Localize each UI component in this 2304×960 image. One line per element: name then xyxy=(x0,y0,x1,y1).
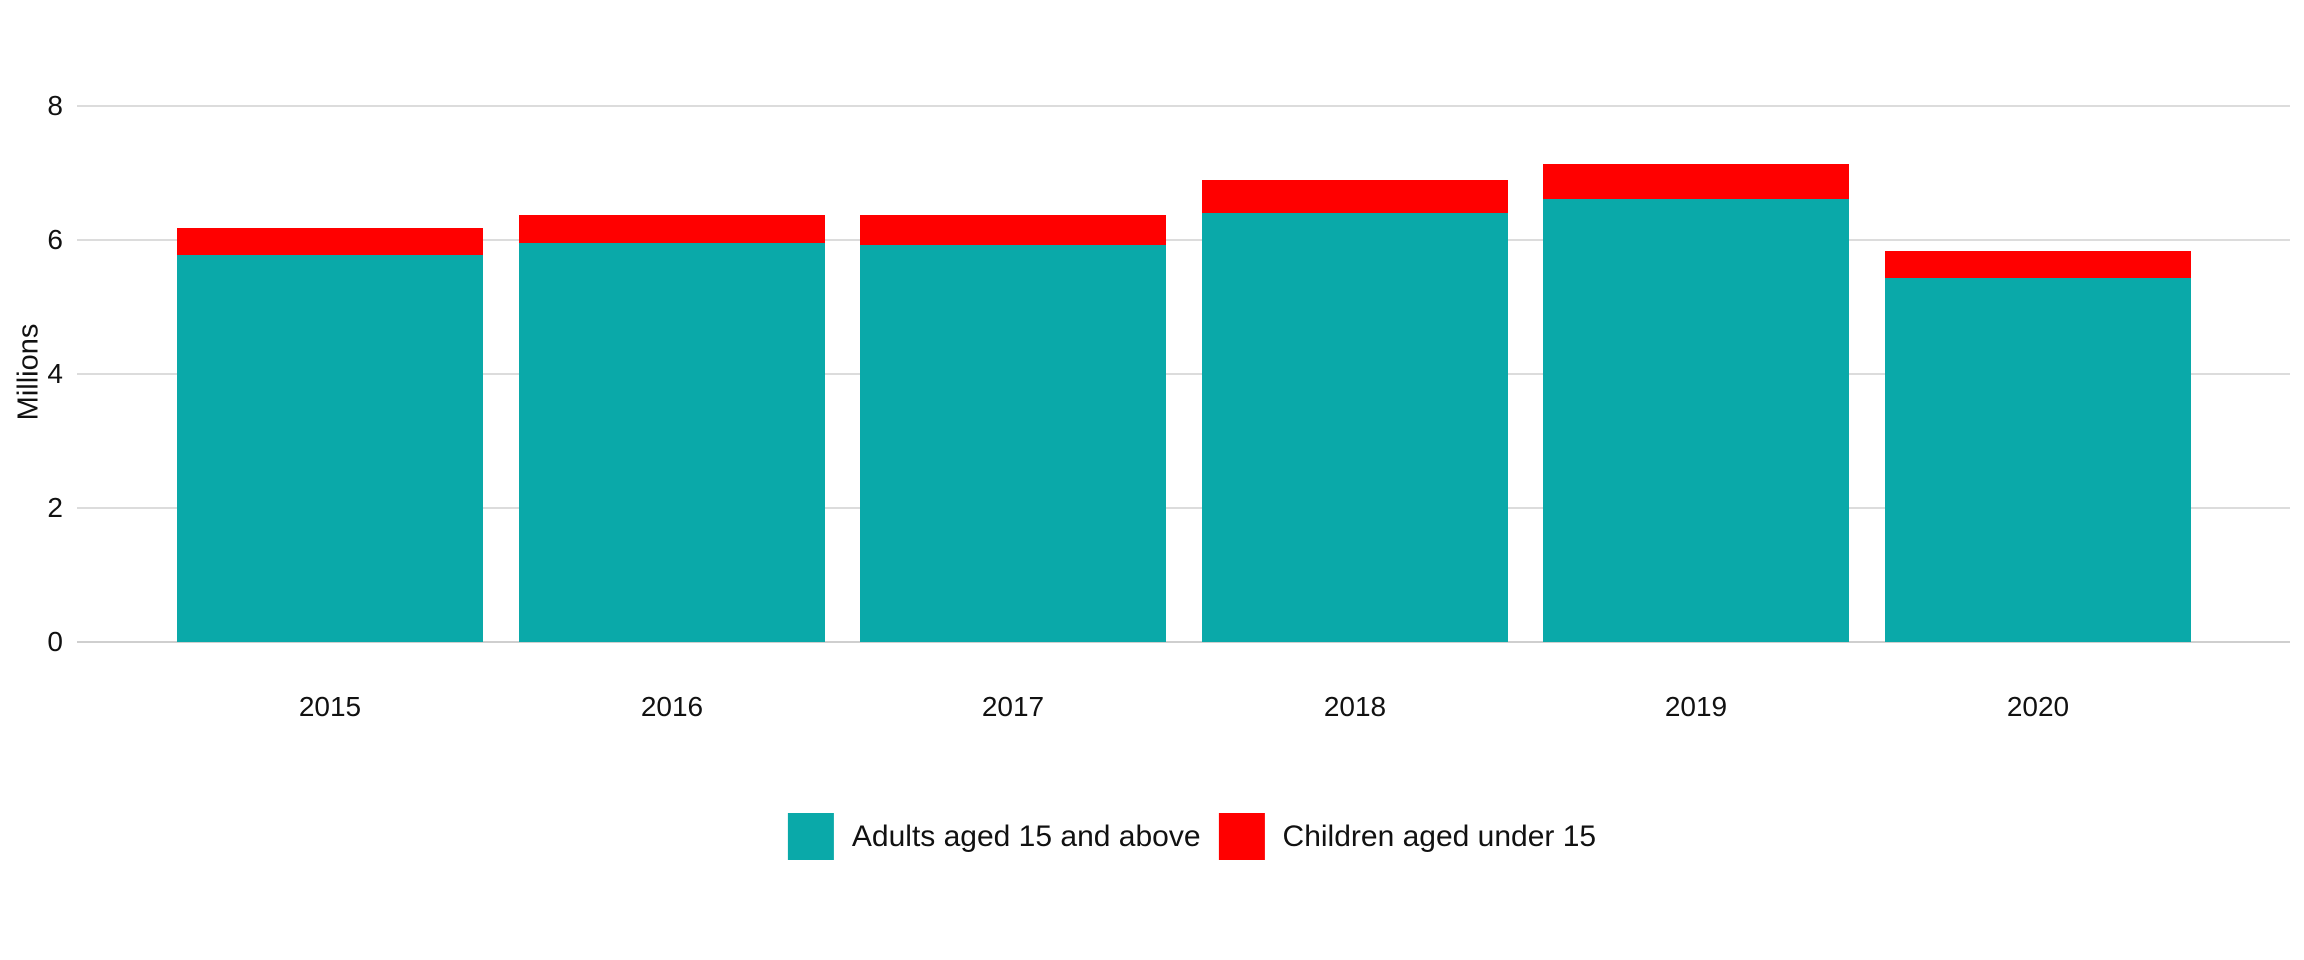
bar-segment-adults-2016[interactable] xyxy=(519,242,825,642)
gridline xyxy=(77,239,2290,241)
bar-segment-children-2016[interactable] xyxy=(519,215,825,243)
legend-item-adults[interactable]: Adults aged 15 and above xyxy=(787,813,1201,860)
x-tick-label-2020: 2020 xyxy=(2006,691,2070,722)
gridline xyxy=(77,373,2290,375)
x-axis-line xyxy=(77,641,2290,643)
x-tick-label-2017: 2017 xyxy=(981,691,1045,722)
legend: Adults aged 15 and above Children aged un… xyxy=(787,813,1597,860)
x-tick-label-2015: 2015 xyxy=(298,691,362,722)
bar-segment-children-2017[interactable] xyxy=(860,214,1166,246)
y-tick-label: 2 xyxy=(47,492,63,523)
legend-swatch-children xyxy=(1218,813,1265,860)
x-tick-label-2018: 2018 xyxy=(1323,691,1387,722)
legend-item-children[interactable]: Children aged under 15 xyxy=(1218,813,1597,860)
y-tick-label: 0 xyxy=(47,626,63,657)
bar-segment-children-2019[interactable] xyxy=(1543,164,1849,200)
bar-segment-children-2020[interactable] xyxy=(1885,250,2191,278)
legend-label: Children aged under 15 xyxy=(1282,819,1597,853)
bar-segment-adults-2020[interactable] xyxy=(1885,277,2191,642)
y-tick-label: 4 xyxy=(47,358,63,389)
bar-segment-adults-2019[interactable] xyxy=(1543,199,1849,642)
gridline xyxy=(77,105,2290,107)
bar-segment-adults-2018[interactable] xyxy=(1202,213,1508,642)
y-tick-label: 6 xyxy=(47,224,63,255)
x-tick-label-2016: 2016 xyxy=(640,691,704,722)
bar-segment-children-2018[interactable] xyxy=(1202,180,1508,214)
bar-segment-adults-2017[interactable] xyxy=(860,245,1166,642)
x-tick-label-2019: 2019 xyxy=(1664,691,1728,722)
y-tick-label: 8 xyxy=(47,90,63,121)
legend-swatch-adults xyxy=(787,813,834,860)
gridline xyxy=(77,507,2290,509)
bar-segment-adults-2015[interactable] xyxy=(177,254,483,642)
legend-label: Adults aged 15 and above xyxy=(851,819,1201,853)
bar-segment-children-2015[interactable] xyxy=(177,227,483,255)
